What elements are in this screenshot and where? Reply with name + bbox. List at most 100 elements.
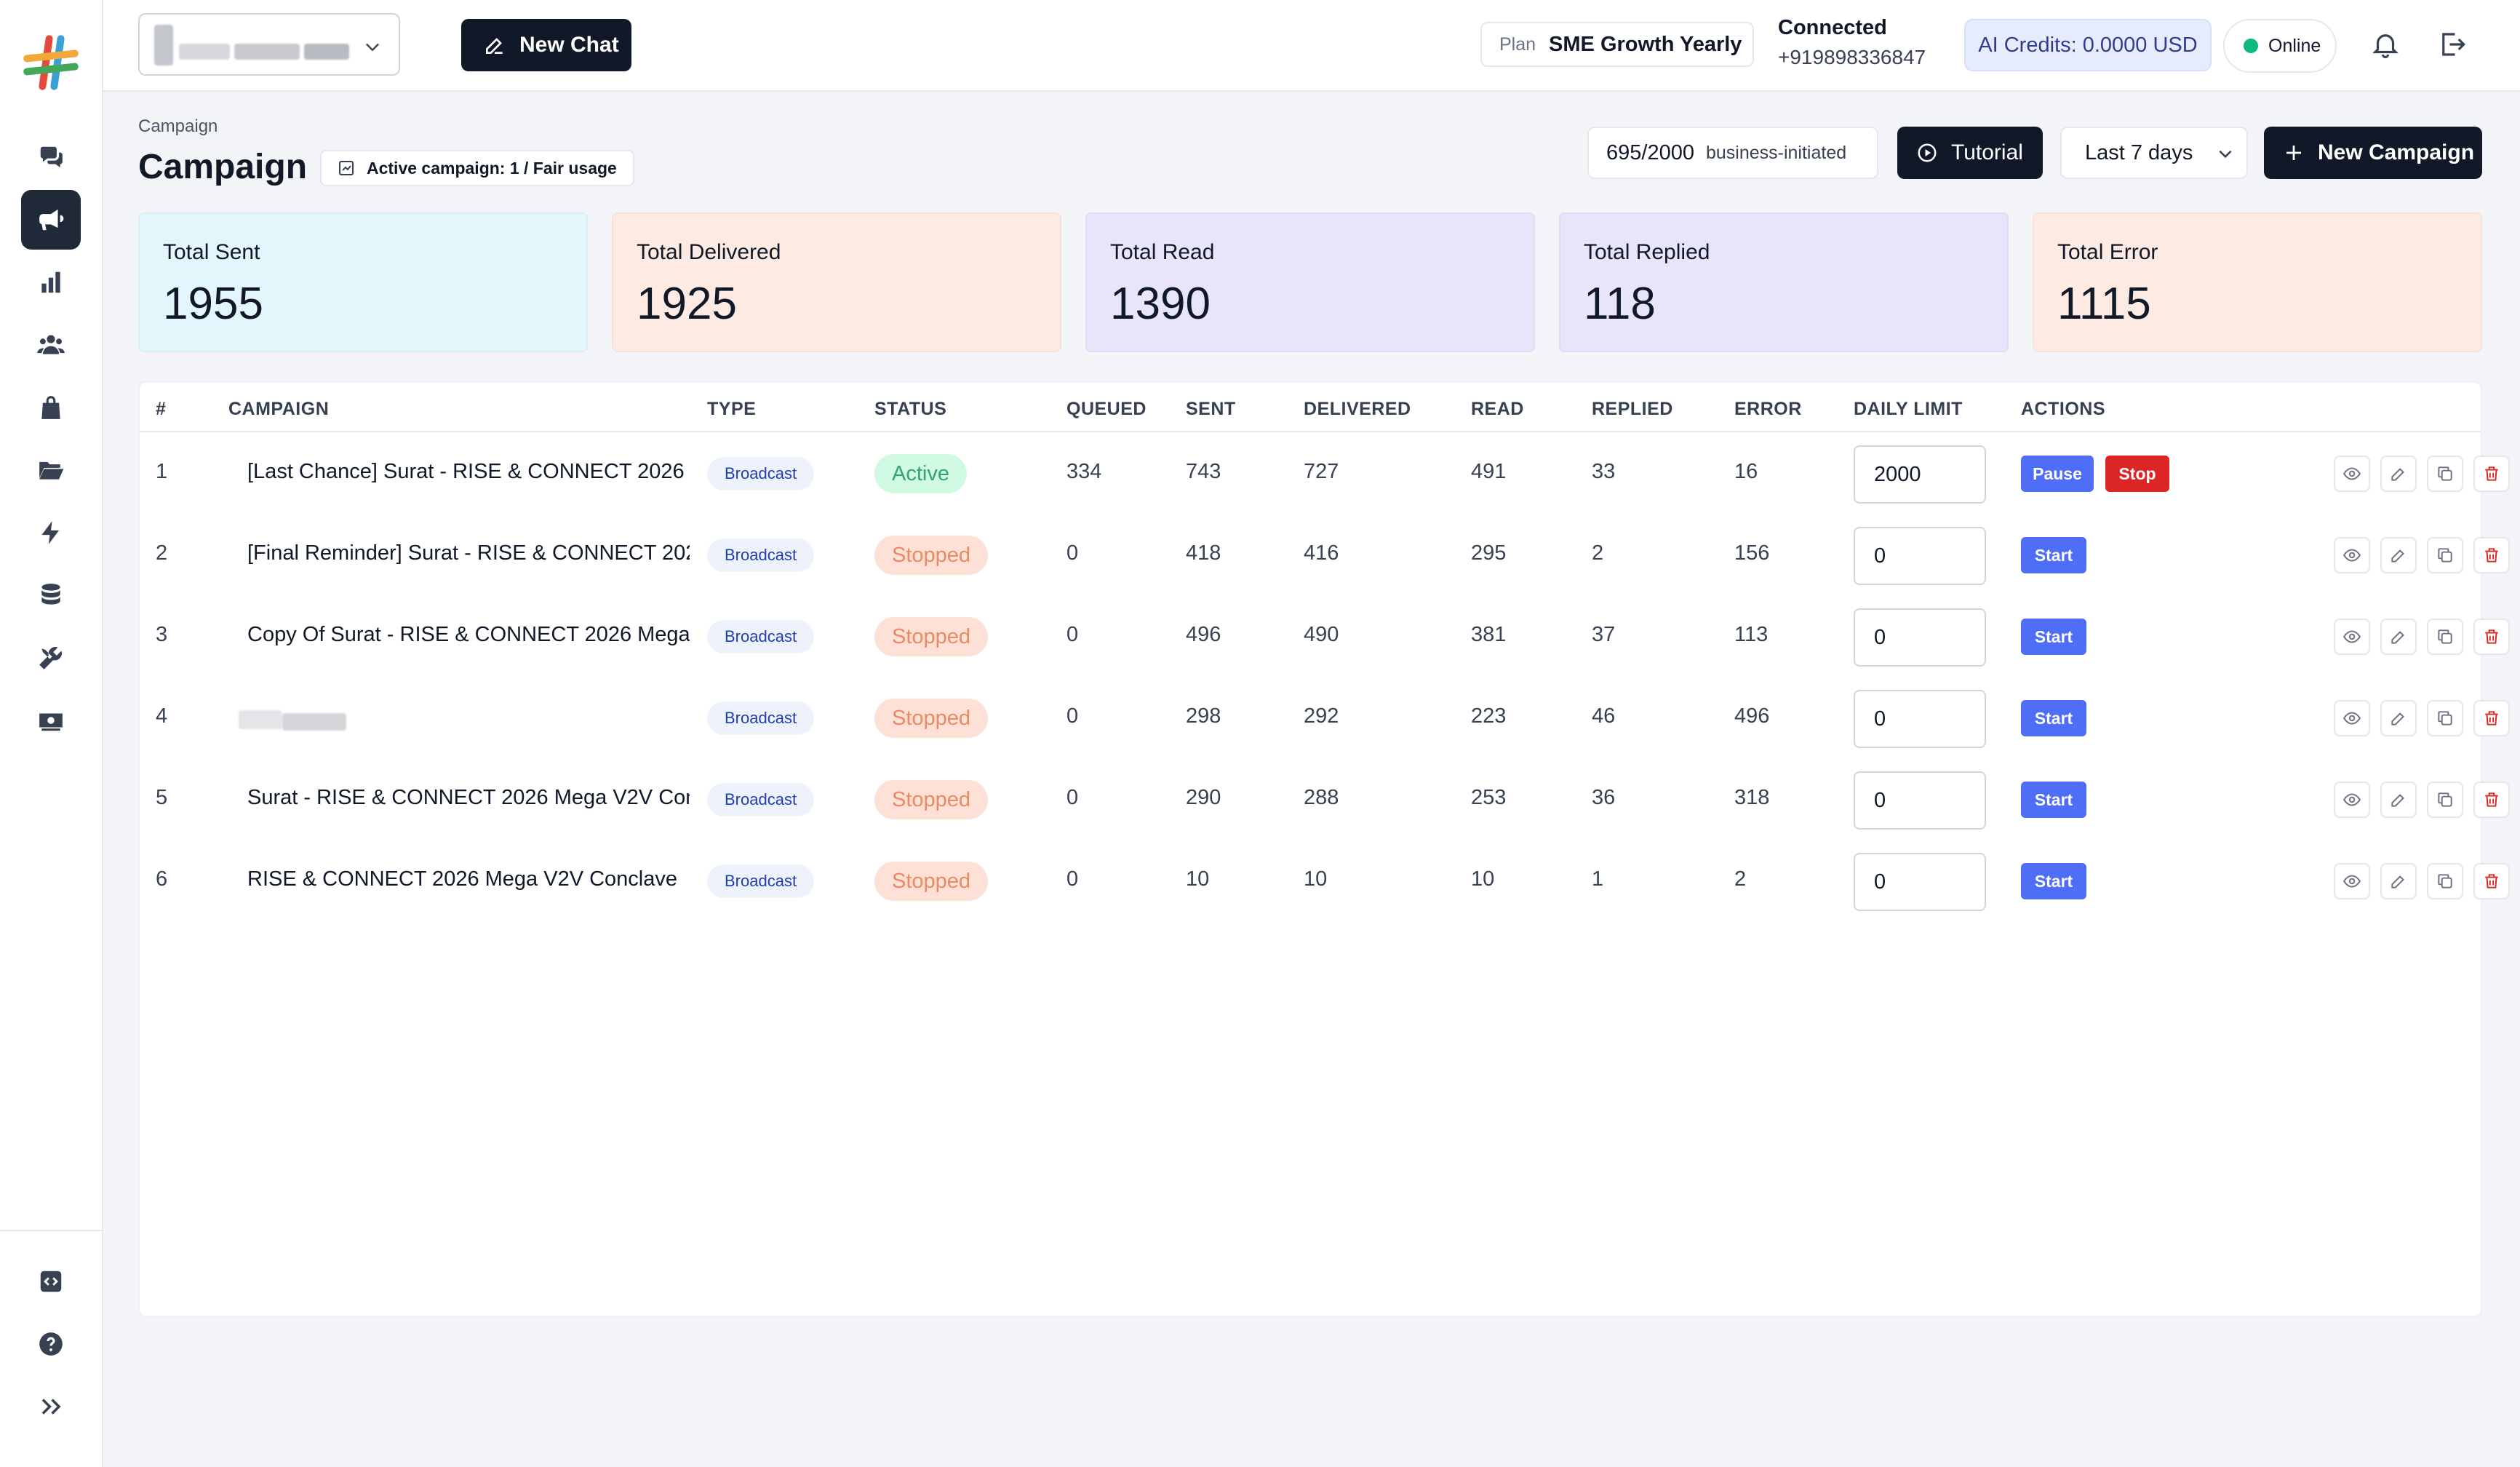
- edit-button[interactable]: [2380, 456, 2417, 492]
- date-range-select[interactable]: Last 7 days: [2060, 127, 2248, 179]
- breadcrumb[interactable]: Campaign: [138, 116, 218, 136]
- edit-button[interactable]: [2380, 537, 2417, 573]
- daily-limit-input[interactable]: 0: [1854, 771, 1986, 830]
- usage-count: 695/2000: [1606, 140, 1694, 164]
- start-button[interactable]: Start: [2021, 700, 2086, 736]
- nav-chats[interactable]: [21, 127, 81, 187]
- logout-icon[interactable]: [2437, 29, 2468, 60]
- chevron-down-icon: [2219, 150, 2232, 159]
- start-button[interactable]: Start: [2021, 537, 2086, 573]
- campaign-name[interactable]: RISE & CONNECT 2026 Mega V2V Conclave: [247, 867, 678, 891]
- stop-button[interactable]: Stop: [2105, 456, 2169, 492]
- sidebar-expand-button[interactable]: [21, 1377, 81, 1436]
- edit-button[interactable]: [2380, 619, 2417, 655]
- view-button[interactable]: [2334, 863, 2370, 899]
- col-read[interactable]: READ: [1471, 399, 1524, 419]
- queued-count: 0: [1066, 704, 1079, 728]
- new-chat-button[interactable]: New Chat: [461, 19, 631, 71]
- sent-count: 496: [1186, 623, 1221, 646]
- daily-limit-input[interactable]: 0: [1854, 608, 1986, 667]
- connected-phone: +919898336847: [1778, 46, 1926, 68]
- col-sent[interactable]: SENT: [1186, 399, 1236, 419]
- edit-icon: [2391, 794, 2404, 807]
- col-daily-limit: DAILY LIMIT: [1854, 399, 1963, 419]
- start-button[interactable]: Start: [2021, 782, 2086, 818]
- nav-database[interactable]: [21, 565, 81, 625]
- col-campaign[interactable]: CAMPAIGN: [228, 399, 330, 419]
- table-row: 3 Copy Of Surat - RISE & CONNECT 2026 Me…: [140, 597, 2510, 678]
- daily-limit-input[interactable]: 2000: [1854, 445, 1986, 504]
- duplicate-button[interactable]: [2427, 456, 2463, 492]
- copy-icon: [2438, 711, 2452, 725]
- nav-commerce[interactable]: [21, 378, 81, 437]
- nav-contacts[interactable]: [21, 315, 81, 375]
- online-status-toggle[interactable]: Online: [2223, 19, 2337, 73]
- delete-button[interactable]: [2473, 456, 2510, 492]
- ai-credits-badge[interactable]: AI Credits: 0.0000 USD: [1964, 19, 2212, 71]
- delete-button[interactable]: [2473, 782, 2510, 818]
- new-campaign-button[interactable]: New Campaign: [2264, 127, 2482, 179]
- view-button[interactable]: [2334, 456, 2370, 492]
- col-queued[interactable]: QUEUED: [1066, 399, 1147, 419]
- tutorial-button[interactable]: Tutorial: [1897, 127, 2043, 179]
- col-delivered[interactable]: DELIVERED: [1304, 399, 1411, 419]
- bell-icon[interactable]: [2370, 29, 2401, 60]
- nav-campaigns[interactable]: [21, 190, 81, 250]
- campaign-name[interactable]: [Final Reminder] Surat - RISE & CONNECT …: [247, 541, 690, 565]
- edit-button[interactable]: [2380, 782, 2417, 818]
- nav-files[interactable]: [21, 440, 81, 500]
- sent-count: 418: [1186, 541, 1221, 565]
- replied-count: 33: [1592, 460, 1616, 483]
- stat-label: Total Error: [2057, 240, 2158, 264]
- chevron-down-icon: [366, 43, 379, 52]
- daily-limit-input[interactable]: 0: [1854, 690, 1986, 748]
- col-replied[interactable]: REPLIED: [1592, 399, 1673, 419]
- edit-button[interactable]: [2380, 700, 2417, 736]
- view-button[interactable]: [2334, 619, 2370, 655]
- chart-box-icon: [339, 161, 354, 175]
- duplicate-button[interactable]: [2427, 863, 2463, 899]
- duplicate-button[interactable]: [2427, 782, 2463, 818]
- delete-button[interactable]: [2473, 700, 2510, 736]
- plan-name: SME Growth Yearly: [1549, 32, 1742, 56]
- start-button[interactable]: Start: [2021, 619, 2086, 655]
- col-status[interactable]: STATUS: [874, 399, 947, 419]
- table-row: 1 [Last Chance] Surat - RISE & CONNECT 2…: [140, 434, 2510, 515]
- edit-icon: [486, 38, 503, 54]
- campaign-name[interactable]: [Last Chance] Surat - RISE & CONNECT 202…: [247, 460, 685, 483]
- nav-automations[interactable]: [21, 503, 81, 562]
- col-type[interactable]: TYPE: [707, 399, 757, 419]
- nav-developer[interactable]: [21, 1252, 81, 1311]
- duplicate-button[interactable]: [2427, 619, 2463, 655]
- campaign-name[interactable]: Surat - RISE & CONNECT 2026 Mega V2V Con…: [247, 786, 690, 809]
- eye-icon: [2343, 712, 2361, 725]
- nav-analytics[interactable]: [21, 253, 81, 312]
- nav-tools[interactable]: [21, 628, 81, 688]
- nav-billing[interactable]: [21, 691, 81, 750]
- trash-icon: [2485, 874, 2498, 888]
- app-logo[interactable]: [20, 32, 81, 93]
- workspace-select[interactable]: [138, 13, 400, 76]
- daily-limit-input[interactable]: 0: [1854, 527, 1986, 585]
- view-button[interactable]: [2334, 700, 2370, 736]
- duplicate-button[interactable]: [2427, 537, 2463, 573]
- delete-button[interactable]: [2473, 619, 2510, 655]
- col-error[interactable]: ERROR: [1734, 399, 1802, 419]
- nav-help[interactable]: [21, 1314, 81, 1374]
- status-badge: Stopped: [874, 617, 989, 656]
- delivered-count: 288: [1304, 786, 1339, 809]
- campaign-name[interactable]: Copy Of Surat - RISE & CONNECT 2026 Mega: [247, 623, 690, 646]
- pause-button[interactable]: Pause: [2021, 456, 2094, 492]
- view-button[interactable]: [2334, 782, 2370, 818]
- error-count: 156: [1734, 541, 1770, 565]
- error-count: 496: [1734, 704, 1770, 728]
- tutorial-label: Tutorial: [1951, 140, 2023, 164]
- edit-button[interactable]: [2380, 863, 2417, 899]
- view-button[interactable]: [2334, 537, 2370, 573]
- trash-icon: [2485, 466, 2498, 481]
- start-button[interactable]: Start: [2021, 863, 2086, 899]
- duplicate-button[interactable]: [2427, 700, 2463, 736]
- daily-limit-input[interactable]: 0: [1854, 853, 1986, 911]
- delete-button[interactable]: [2473, 537, 2510, 573]
- delete-button[interactable]: [2473, 863, 2510, 899]
